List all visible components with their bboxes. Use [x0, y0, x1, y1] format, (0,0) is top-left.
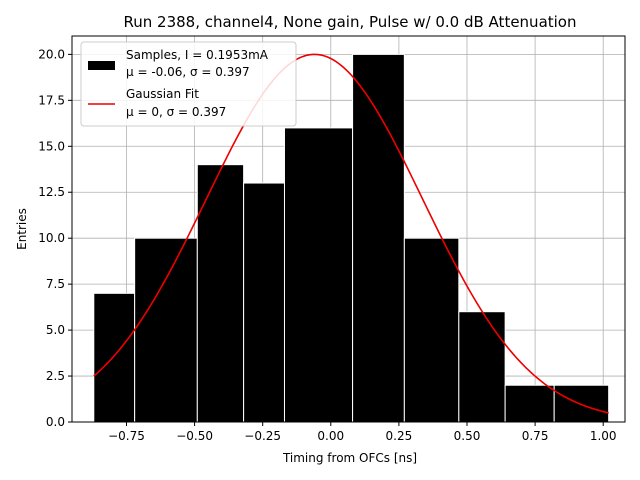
- x-tick-label: −0.25: [244, 429, 281, 443]
- x-axis-label: Timing from OFCs [ns]: [282, 451, 417, 465]
- y-tick-label: 17.5: [38, 93, 65, 107]
- y-tick-label: 2.5: [46, 369, 65, 383]
- gaussian-fit-line: [93, 53, 609, 414]
- y-tick-label: 10.0: [38, 231, 65, 245]
- legend-samples-line2: μ = -0.06, σ = 0.397: [126, 65, 250, 79]
- legend-fit-line2: μ = 0, σ = 0.397: [126, 105, 226, 119]
- histogram-bar: [553, 384, 610, 423]
- y-tick-label: 5.0: [46, 323, 65, 337]
- y-tick-label: 12.5: [38, 185, 65, 199]
- y-tick-label: 7.5: [46, 277, 65, 291]
- histogram-bars: [93, 53, 610, 423]
- x-tick-label: 0.75: [522, 429, 549, 443]
- histogram-bar: [504, 384, 555, 423]
- x-tick-label: 0.25: [386, 429, 413, 443]
- y-tick-label: 0.0: [46, 415, 65, 429]
- histogram-bar: [93, 292, 136, 423]
- histogram-bar: [283, 127, 354, 423]
- histogram-bar: [352, 53, 405, 423]
- x-tick-label: 0.00: [317, 429, 344, 443]
- x-tick-label: −0.50: [176, 429, 213, 443]
- chart-title: Run 2388, channel4, None gain, Pulse w/ …: [124, 13, 577, 31]
- legend-fit-line1: Gaussian Fit: [126, 87, 199, 101]
- histogram-bar: [196, 164, 245, 423]
- y-tick-label: 15.0: [38, 139, 65, 153]
- y-axis-ticks: 0.0 2.5 5.0 7.5 10.0 12.5 15.0 17.5 20.0: [38, 47, 72, 429]
- y-axis-label: Entries: [15, 208, 29, 250]
- legend-samples-line1: Samples, I = 0.1953mA: [126, 48, 269, 62]
- x-tick-label: 1.00: [590, 429, 617, 443]
- x-axis-ticks: −0.75 −0.50 −0.25 0.00 0.25 0.50 0.75 1.00: [108, 422, 617, 443]
- legend: Samples, I = 0.1953mA μ = -0.06, σ = 0.3…: [80, 41, 297, 127]
- y-tick-label: 20.0: [38, 47, 65, 61]
- histogram-bar: [243, 182, 285, 423]
- legend-samples-swatch: [88, 61, 115, 70]
- histogram-bar: [403, 237, 460, 423]
- histogram-bar: [134, 237, 198, 423]
- plot-frame: [71, 35, 626, 423]
- x-tick-label: 0.50: [454, 429, 481, 443]
- x-tick-label: −0.75: [108, 429, 145, 443]
- legend-box: [80, 41, 297, 127]
- histogram-bar: [458, 311, 506, 423]
